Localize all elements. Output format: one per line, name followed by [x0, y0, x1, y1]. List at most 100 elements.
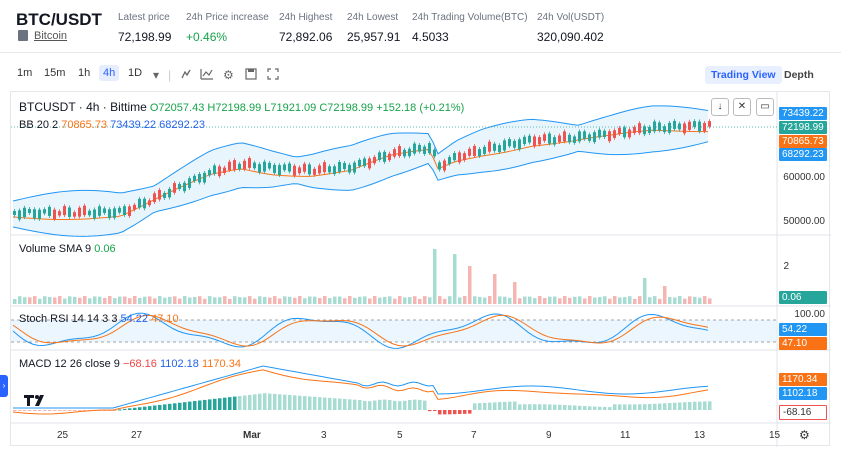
trading-view-button[interactable]: Trading View: [705, 66, 782, 84]
bb-lower-line: [12, 141, 709, 237]
candle: [393, 149, 396, 157]
volume-bar: [163, 297, 167, 304]
macd-histogram-bar: [473, 403, 477, 410]
timeframe-1d[interactable]: 1D: [128, 67, 143, 79]
price-tag-lower-band: 68292.23: [779, 148, 827, 161]
candle: [143, 198, 146, 209]
macd-histogram-bar: [538, 404, 542, 410]
candle: [213, 165, 216, 174]
side-panel-toggle[interactable]: ›: [0, 375, 8, 397]
macd-histogram-bar: [653, 403, 657, 410]
macd-histogram-bar: [403, 400, 407, 410]
macd-histogram-bar: [663, 403, 667, 410]
volume-bar: [548, 296, 552, 304]
volume-bar: [398, 296, 402, 304]
timeframe-1m[interactable]: 1m: [17, 67, 33, 79]
macd-histogram-bar: [643, 404, 647, 410]
volume-bar: [658, 298, 662, 304]
volume-bar: [118, 296, 122, 304]
settings-gear-icon[interactable]: ⚙: [799, 428, 810, 442]
candle: [283, 164, 286, 171]
candle: [173, 183, 176, 193]
macd-histogram-bar: [223, 397, 227, 410]
price-tag-upper-band: 73439.22: [779, 107, 827, 120]
down-arrow-icon[interactable]: ↓: [711, 98, 729, 116]
macd-histogram-bar: [178, 402, 182, 410]
volume-bar: [138, 297, 142, 304]
candle: [698, 121, 701, 132]
expand-icon[interactable]: ▭: [756, 98, 774, 116]
volume-bar: [23, 297, 27, 304]
x-axis-label: 11: [620, 430, 631, 441]
macd-histogram-bar: [158, 404, 162, 410]
candle: [628, 129, 631, 138]
chart-container[interactable]: BTCUSDT · 4h · Bittime O72057.43 H72198.…: [10, 91, 831, 447]
candle: [228, 161, 231, 171]
volume-bar: [708, 298, 712, 304]
candle: [638, 123, 641, 134]
tradingview-logo: [23, 392, 49, 410]
volume-bar: [63, 298, 67, 304]
candle: [28, 208, 31, 214]
candle: [288, 163, 291, 172]
depth-button[interactable]: Depth: [784, 69, 814, 81]
candle: [348, 164, 351, 173]
volume-bar: [293, 297, 297, 304]
stat-24h-highest: 24h Highest 72,892.06: [279, 12, 333, 44]
indicator-icon[interactable]: [200, 68, 214, 83]
volume-bar: [303, 298, 307, 304]
volume-bar: [328, 298, 332, 304]
volume-bar: [283, 296, 287, 304]
x-axis-label: 15: [769, 430, 781, 441]
macd-histogram-bar: [148, 406, 152, 410]
macd-histogram-bar: [683, 402, 687, 410]
fullscreen-icon[interactable]: [267, 68, 279, 83]
volume-bar: [88, 298, 92, 304]
candle: [483, 146, 486, 154]
volume-bar: [363, 296, 367, 304]
volume-bar: [458, 297, 462, 304]
coin-name-link[interactable]: Bitcoin: [34, 30, 68, 42]
candle: [323, 162, 326, 173]
dropdown-caret-icon[interactable]: ▾: [153, 68, 160, 82]
macd-histogram-bar: [183, 402, 187, 410]
volume-bar: [203, 298, 207, 304]
collapse-icon[interactable]: ✕: [733, 98, 751, 116]
candle: [563, 131, 566, 142]
timeframe-15m[interactable]: 15m: [44, 67, 66, 79]
candle: [108, 209, 111, 219]
volume-bar: [663, 286, 667, 304]
chart-type-icon[interactable]: [180, 68, 192, 83]
volume-bar: [503, 296, 507, 304]
volume-bar: [668, 297, 672, 304]
candle: [313, 168, 316, 175]
macd-histogram-bar: [353, 399, 357, 410]
macd-pane: [12, 365, 712, 415]
screenshot-icon[interactable]: [245, 68, 257, 83]
candle: [78, 207, 81, 217]
macd-histogram-bar: [133, 407, 137, 410]
timeframe-1h[interactable]: 1h: [78, 67, 91, 79]
chart-canvas[interactable]: [11, 92, 831, 447]
candle: [658, 122, 661, 131]
timeframe-4h[interactable]: 4h: [99, 65, 120, 81]
volume-bar: [123, 296, 127, 304]
candle: [148, 200, 151, 206]
volume-bar: [628, 296, 632, 304]
candle: [158, 189, 161, 200]
macd-histogram-bar: [433, 410, 437, 411]
volume-bar: [68, 296, 72, 304]
candle: [203, 172, 206, 183]
candle: [433, 149, 436, 157]
volume-bar: [688, 296, 692, 304]
candle: [668, 122, 671, 133]
candle: [48, 206, 51, 216]
volume-bar: [313, 296, 317, 304]
macd-histogram-bar: [608, 407, 612, 410]
candle: [648, 126, 651, 133]
macd-histogram-bar: [128, 408, 132, 410]
volume-bar: [673, 297, 677, 304]
candle: [198, 173, 201, 183]
macd-histogram-bar: [513, 401, 517, 410]
settings-icon[interactable]: ⚙: [223, 68, 234, 82]
